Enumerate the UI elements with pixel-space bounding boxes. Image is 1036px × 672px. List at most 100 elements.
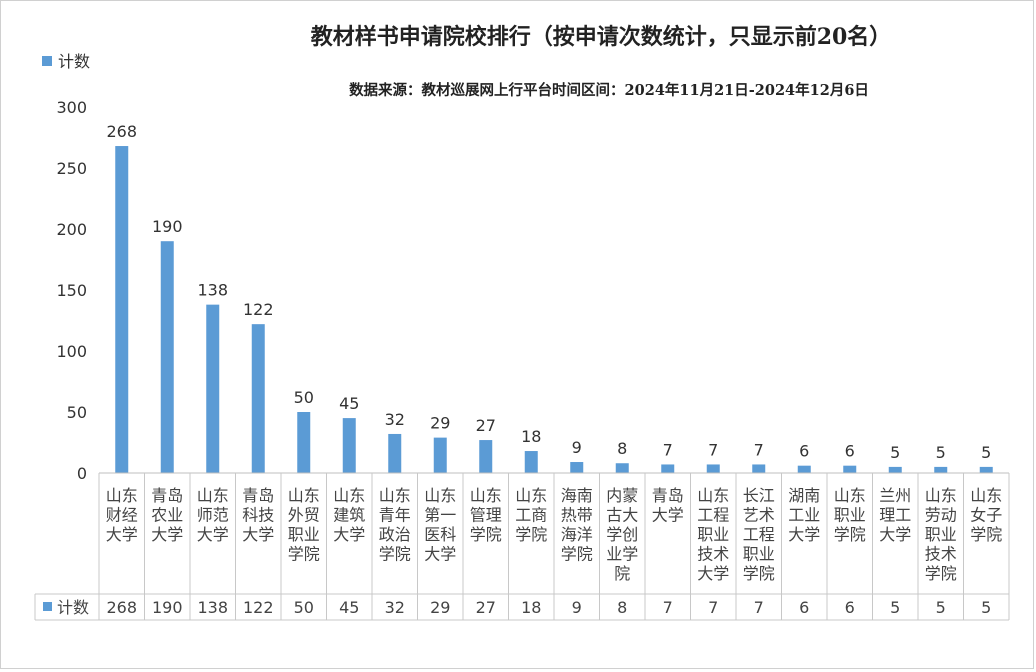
chart-title: 教材样书申请院校排行（按申请次数统计，只显示前20名） [311, 24, 892, 50]
y-axis: 0 50 100 150 200 250 300 [56, 98, 87, 483]
table-value: 7 [754, 598, 764, 617]
category-label: 青岛农业大学 [151, 486, 183, 544]
y-tick-label: 150 [56, 281, 87, 300]
table-value: 122 [243, 598, 274, 617]
bar [843, 465, 857, 473]
bar-value-label: 9 [572, 438, 582, 457]
bar [934, 466, 948, 473]
y-tick-label: 200 [56, 220, 87, 239]
category-label: 山东工程职业技术大学 [697, 486, 729, 583]
category-label: 山东财经大学 [106, 486, 138, 544]
legend-label: 计数 [58, 52, 90, 71]
bar-value-label: 7 [754, 440, 764, 459]
table-value: 5 [890, 598, 900, 617]
bar-value-label: 45 [339, 394, 359, 413]
bar-value-label: 122 [243, 300, 274, 319]
bar-value-label: 5 [890, 443, 900, 462]
table-value: 268 [106, 598, 137, 617]
y-tick-label: 250 [56, 159, 87, 178]
bar [297, 412, 311, 473]
category-label: 山东建筑大学 [333, 486, 365, 544]
bar [206, 304, 220, 473]
y-tick-label: 100 [56, 342, 87, 361]
bar-value-label: 27 [476, 416, 496, 435]
table-value: 138 [197, 598, 228, 617]
data-labels: 268 190 138 122 50 45 32 29 27 18 9 8 7 7 7 6 6 5 5 5 [106, 122, 991, 462]
table-value: 9 [572, 598, 582, 617]
bar [342, 418, 356, 473]
category-label: 青岛科技大学 [242, 486, 274, 544]
chart-subtitle: 数据来源：教材巡展网上行平台时间区间：2024年11月21日-2024年12月6… [349, 81, 869, 99]
y-tick-label: 0 [77, 464, 87, 483]
bar [570, 462, 584, 473]
y-tick-label: 300 [56, 98, 87, 117]
category-label: 长江艺术工程职业学院 [743, 486, 775, 583]
bar [752, 464, 766, 473]
table-value: 6 [845, 598, 855, 617]
table-value: 32 [385, 598, 405, 617]
category-label: 内蒙古大学创业学院 [606, 486, 638, 583]
category-label: 山东管理学院 [470, 486, 502, 544]
bar-value-label: 5 [936, 443, 946, 462]
bar [160, 241, 174, 473]
legend: 计数 [42, 52, 90, 71]
bar [251, 324, 265, 473]
bar-value-label: 268 [106, 122, 137, 141]
y-tick-label: 50 [67, 403, 87, 422]
table-value: 50 [294, 598, 314, 617]
bar-value-label: 6 [799, 442, 809, 461]
bar-value-label: 5 [981, 443, 991, 462]
data-table: 计数 山东财经大学 268 青岛农业大学 190 山东师范大学 138 青岛科技大学 122 山东… [34, 472, 1010, 621]
bar [524, 451, 538, 473]
bar [979, 466, 993, 473]
table-value: 29 [430, 598, 450, 617]
category-label: 山东劳动职业技术学院 [925, 486, 957, 583]
category-label: 兰州理工大学 [879, 486, 911, 544]
category-label: 山东外贸职业学院 [288, 486, 320, 564]
category-label: 海南热带海洋学院 [561, 486, 593, 564]
bars [115, 146, 993, 474]
category-label: 山东工商学院 [515, 486, 547, 544]
table-value: 8 [617, 598, 627, 617]
category-label: 山东女子学院 [970, 486, 1002, 544]
category-label: 山东职业学院 [834, 486, 866, 544]
category-label: 青岛大学 [652, 486, 684, 525]
table-value: 45 [339, 598, 359, 617]
bar [388, 433, 402, 473]
bar [433, 437, 447, 473]
bar [797, 465, 811, 473]
category-label: 山东师范大学 [197, 486, 229, 544]
bar-value-label: 18 [521, 427, 541, 446]
bar-value-label: 32 [385, 410, 405, 429]
category-label: 山东第一医科大学 [424, 486, 456, 564]
bar [479, 440, 493, 473]
table-value: 7 [663, 598, 673, 617]
category-label: 山东青年政治学院 [379, 486, 411, 564]
bar-value-label: 29 [430, 414, 450, 433]
bar-value-label: 7 [708, 440, 718, 459]
bar-value-label: 190 [152, 217, 183, 236]
table-value: 5 [936, 598, 946, 617]
bar [706, 464, 720, 473]
bar [115, 146, 129, 474]
bar-value-label: 8 [617, 439, 627, 458]
bar-value-label: 7 [663, 440, 673, 459]
bar [661, 464, 675, 473]
table-value: 190 [152, 598, 183, 617]
bar [615, 463, 629, 473]
bar-value-label: 138 [197, 281, 228, 300]
table-value: 7 [708, 598, 718, 617]
table-value: 5 [981, 598, 991, 617]
table-value: 6 [799, 598, 809, 617]
bar-value-label: 6 [845, 442, 855, 461]
table-value: 18 [521, 598, 541, 617]
legend-swatch [42, 56, 52, 66]
table-value: 27 [476, 598, 496, 617]
category-label: 湖南工业大学 [788, 486, 820, 544]
table-row-header: 计数 [57, 598, 89, 617]
bar-value-label: 50 [294, 388, 314, 407]
table-legend-key [43, 602, 52, 611]
bar [888, 466, 902, 473]
